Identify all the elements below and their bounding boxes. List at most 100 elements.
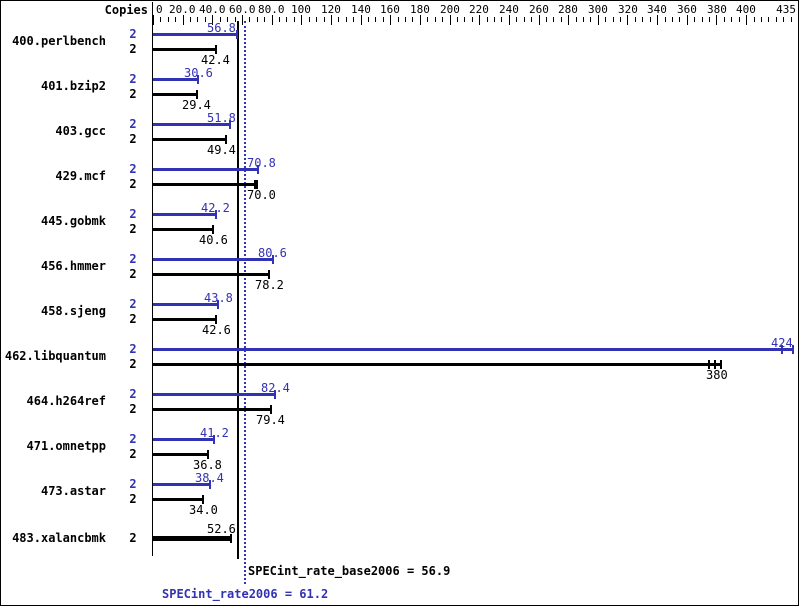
peak-bar-end-cap — [197, 75, 199, 84]
x-axis-minor-tick — [472, 17, 473, 22]
x-axis-tick-label: 220 — [469, 3, 489, 16]
x-axis-minor-tick — [324, 17, 325, 22]
x-axis-minor-tick — [257, 17, 258, 22]
x-axis-tick-label: 380 — [707, 3, 727, 16]
x-axis-minor-tick — [375, 17, 376, 22]
x-axis-minor-tick — [531, 17, 532, 22]
x-axis-tick-label: 240 — [499, 3, 519, 16]
benchmark-label: 400.perlbench — [12, 34, 106, 48]
x-axis-major-tick — [183, 15, 184, 25]
x-axis-minor-tick — [754, 17, 755, 22]
x-axis-minor-tick — [709, 17, 710, 22]
peak-bar-end-cap — [229, 120, 231, 129]
x-axis-minor-tick — [620, 17, 621, 22]
x-axis-tick-label: 360 — [677, 3, 697, 16]
base-bar-end-cap — [212, 225, 214, 234]
base-bar — [153, 363, 721, 366]
peak-bar-end-cap — [236, 30, 238, 39]
x-axis-minor-tick — [731, 17, 732, 22]
copies-value: 2 — [129, 531, 137, 545]
x-axis-minor-tick — [227, 17, 228, 22]
base-value-label: 36.8 — [193, 458, 222, 472]
x-axis-tick-label: 0 — [156, 3, 163, 16]
x-axis-tick-label: 160 — [380, 3, 400, 16]
peak-value-label: 43.8 — [204, 291, 233, 305]
x-axis-minor-tick — [776, 17, 777, 22]
x-axis-tick-label: 180 — [410, 3, 430, 16]
copies-value: 2 — [129, 432, 137, 446]
base-bar-end-cap — [215, 315, 217, 324]
copies-value: 2 — [129, 207, 137, 221]
base-bar-end-cap — [268, 270, 270, 279]
merged-bar-end-cap — [230, 534, 232, 543]
x-axis-major-tick — [450, 15, 451, 25]
x-axis-minor-tick — [524, 17, 525, 22]
x-axis-tick-label: 260 — [529, 3, 549, 16]
x-axis-minor-tick — [457, 17, 458, 22]
x-axis-minor-tick — [694, 17, 695, 22]
base-bar-end-cap — [714, 360, 716, 369]
x-axis-minor-tick — [583, 17, 584, 22]
peak-bar-end-cap — [209, 480, 211, 489]
peak-bar — [153, 123, 230, 126]
x-axis-minor-tick — [294, 17, 295, 22]
peak-bar — [153, 303, 218, 306]
peak-value-label: 424 — [771, 336, 793, 350]
merged-value-label: 52.6 — [207, 522, 236, 536]
base-bar-end-cap — [256, 180, 258, 189]
x-axis-minor-tick — [516, 17, 517, 22]
copies-value: 2 — [129, 312, 137, 326]
peak-bar-end-cap — [781, 345, 783, 354]
x-axis-major-tick — [687, 15, 688, 25]
copies-value: 2 — [129, 387, 137, 401]
base-bar — [153, 273, 269, 276]
copies-value: 2 — [129, 342, 137, 356]
base-value-label: 79.4 — [256, 413, 285, 427]
base-bar-end-cap — [720, 360, 722, 369]
benchmark-label: 458.sjeng — [40, 304, 106, 318]
x-axis-tick-label: 100 — [291, 3, 311, 16]
x-axis-tick-label: 435 — [776, 3, 796, 16]
x-axis-minor-tick — [605, 17, 606, 22]
x-axis-minor-tick — [197, 17, 198, 22]
base-value-label: 70.0 — [247, 188, 276, 202]
x-axis-minor-tick — [435, 17, 436, 22]
x-axis-minor-tick — [724, 17, 725, 22]
x-axis-minor-tick — [353, 17, 354, 22]
x-axis-tick-label: 120 — [321, 3, 341, 16]
x-axis-major-tick — [153, 15, 154, 25]
peak-bar-end-cap — [272, 255, 274, 264]
x-axis-major-tick — [598, 15, 599, 25]
x-axis-major-tick — [568, 15, 569, 25]
x-axis-minor-tick — [175, 17, 176, 22]
benchmark-label: 473.astar — [40, 484, 106, 498]
x-axis-minor-tick — [427, 17, 428, 22]
x-axis-tick-label: 400 — [736, 3, 756, 16]
peak-bar — [153, 258, 273, 261]
copies-value: 2 — [129, 87, 137, 101]
benchmark-label: 445.gobmk — [40, 214, 106, 228]
x-axis-minor-tick — [398, 17, 399, 22]
x-axis-minor-tick — [264, 17, 265, 22]
base-bar-end-cap — [202, 495, 204, 504]
benchmark-label: 401.bzip2 — [40, 79, 106, 93]
base-value-label: 34.0 — [189, 503, 218, 517]
peak-bar — [153, 438, 214, 441]
peak-value-label: 42.2 — [201, 201, 230, 215]
benchmark-label: 464.h264ref — [26, 394, 106, 408]
peak-bar — [153, 78, 198, 81]
x-axis-minor-tick — [768, 17, 769, 22]
peak-bar — [153, 393, 275, 396]
copies-value: 2 — [129, 132, 137, 146]
x-axis-tick-label: 80.0 — [258, 3, 285, 16]
x-axis-minor-tick — [405, 17, 406, 22]
merged-bar — [153, 536, 231, 541]
x-axis-major-tick — [479, 15, 480, 25]
copies-value: 2 — [129, 27, 137, 41]
x-axis-tick-label: 20.0 — [169, 3, 196, 16]
y-axis-line — [152, 2, 153, 556]
x-axis-major-tick — [627, 15, 628, 25]
x-axis-minor-tick — [249, 17, 250, 22]
x-axis-major-tick — [242, 15, 243, 25]
base-value-label: 49.4 — [207, 143, 236, 157]
